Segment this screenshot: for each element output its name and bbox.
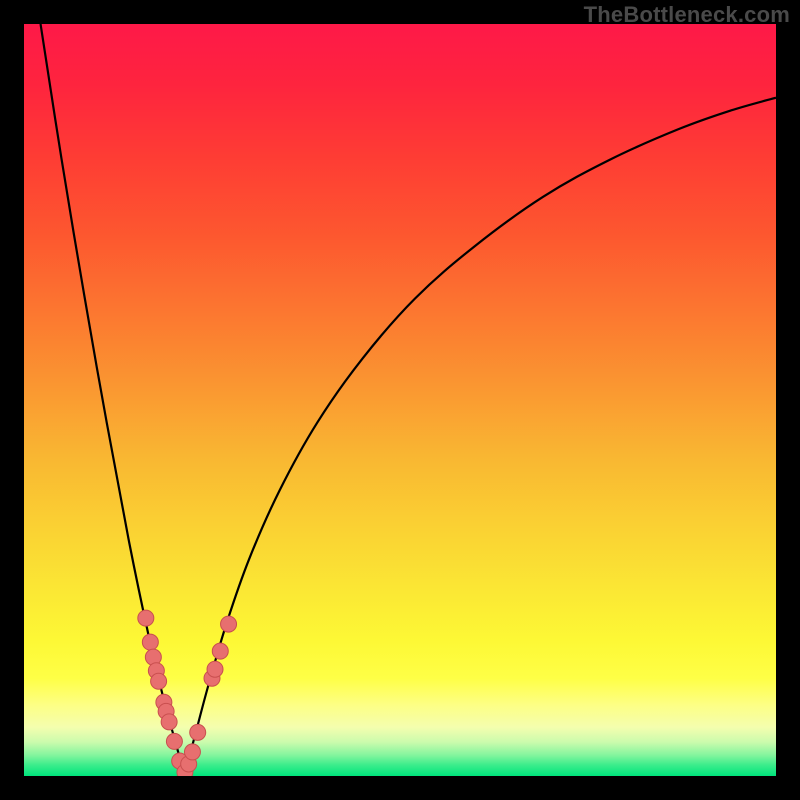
data-marker bbox=[166, 733, 182, 749]
chart-frame: TheBottleneck.com bbox=[0, 0, 800, 800]
data-marker bbox=[184, 744, 200, 760]
watermark-text: TheBottleneck.com bbox=[584, 2, 790, 28]
data-marker bbox=[151, 673, 167, 689]
bottleneck-v-chart bbox=[0, 0, 800, 800]
data-marker bbox=[221, 616, 237, 632]
data-marker bbox=[190, 724, 206, 740]
gradient-background bbox=[24, 24, 776, 776]
data-marker bbox=[161, 714, 177, 730]
data-marker bbox=[212, 643, 228, 659]
data-marker bbox=[207, 661, 223, 677]
data-marker bbox=[142, 634, 158, 650]
data-marker bbox=[138, 610, 154, 626]
